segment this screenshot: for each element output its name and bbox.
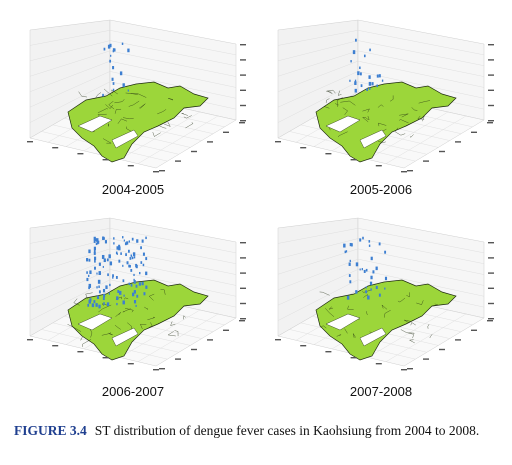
panel-label: 2005-2006 — [349, 182, 413, 197]
panel-2006-2007 — [8, 206, 258, 384]
map-outline — [67, 81, 209, 163]
case-points — [343, 236, 388, 300]
panel-label: 2006-2007 — [101, 384, 165, 399]
map-gap — [77, 313, 113, 331]
case-points — [102, 42, 130, 97]
map-gap — [359, 129, 387, 149]
st-cube-plot — [275, 217, 494, 371]
st-cube-plot — [27, 217, 246, 371]
district-borders — [324, 89, 431, 143]
axis-ticks — [275, 44, 494, 173]
map-gap — [359, 327, 387, 347]
panel-label: 2007-2008 — [349, 384, 413, 399]
panel-2007-2008 — [256, 206, 506, 384]
panel-2004-2005 — [8, 8, 258, 186]
axis-ticks — [27, 242, 246, 371]
st-cube-plot — [275, 19, 494, 173]
panel-2005-2006 — [256, 8, 506, 186]
figure-number: FIGURE 3.4 — [14, 423, 87, 438]
figure-caption: FIGURE 3.4 ST distribution of dengue feve… — [14, 422, 502, 439]
map-gap — [111, 327, 139, 347]
map-gap — [111, 129, 139, 149]
kaohsiung-map — [67, 81, 209, 163]
map-outline — [315, 279, 457, 361]
kaohsiung-map — [315, 81, 457, 163]
district-borders — [78, 88, 194, 144]
axis-ticks — [27, 44, 246, 173]
map-gap — [77, 115, 113, 133]
map-outline — [315, 81, 457, 163]
map-gap — [325, 313, 361, 331]
case-points — [86, 236, 148, 309]
case-points — [349, 38, 384, 93]
st-cube-plot — [27, 19, 246, 173]
caption-text: ST distribution of dengue fever cases in… — [94, 423, 480, 438]
map-gap — [325, 115, 361, 133]
panel-label: 2004-2005 — [101, 182, 165, 197]
kaohsiung-map — [315, 279, 457, 361]
axis-ticks — [275, 242, 494, 371]
